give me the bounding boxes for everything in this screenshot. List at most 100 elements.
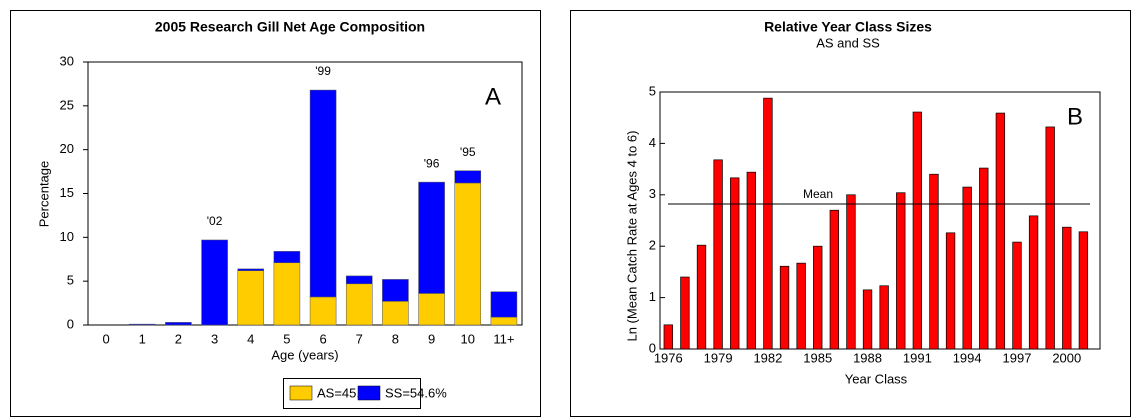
bar-segment [345,283,373,326]
x-tick-label: 9 [428,331,435,346]
bar [696,244,707,350]
legend-label: SS=54.6% [385,385,447,400]
bar [796,262,806,350]
x-tick-label: 1982 [753,350,782,365]
bar [945,232,956,350]
chart-title: Relative Year Class Sizes [764,19,932,35]
y-tick-label: 3 [649,186,656,201]
bar [879,285,889,350]
x-tick-label: 8 [392,331,399,346]
y-tick-label: 0 [649,340,656,355]
x-tick-label: 4 [247,331,254,346]
bar [896,192,906,350]
bar-segment [273,251,301,264]
bar-segment [418,181,445,294]
x-axis-label: Age (years) [271,347,338,362]
x-tick-label: 10 [461,331,475,346]
bar-segment [309,89,337,298]
bar [829,209,840,350]
x-tick-label: 5 [283,331,290,346]
panel-label: A [485,83,501,110]
bar [962,186,972,350]
x-tick-label: 1994 [953,350,982,365]
bar-segment [490,291,518,318]
y-tick-label: 5 [67,273,74,288]
bar [713,159,723,350]
bar [813,245,823,350]
annotation: '96 [424,156,440,170]
bar-segment [309,296,337,326]
bar-segment [345,275,373,285]
mean-label: Mean [803,187,833,201]
x-tick-label: 1991 [903,350,932,365]
x-tick-label: 3 [211,331,218,346]
x-tick-label: 1976 [654,350,683,365]
bar [763,97,773,350]
x-tick-label: 2 [175,331,182,346]
x-tick-label: 1997 [1003,350,1032,365]
y-tick-label: 5 [649,83,656,98]
x-tick-label: 7 [356,331,363,346]
panel-frame [10,10,541,417]
bar [1028,215,1039,350]
y-tick-label: 30 [60,53,74,68]
bar [779,265,790,350]
x-tick-label: 11+ [493,331,514,346]
bar [862,289,873,350]
bar-segment [490,316,518,326]
bar [846,194,856,350]
bar-segment [128,323,156,326]
bar-segment [382,279,409,302]
legend-swatch [357,385,381,401]
x-tick-label: 1985 [803,350,832,365]
y-tick-label: 2 [649,238,656,253]
bar [680,276,690,350]
x-tick-label: 1988 [853,350,882,365]
bar-segment [273,262,301,326]
bar [663,324,673,350]
bar [1062,226,1072,350]
y-axis-label: Percentage [36,161,51,228]
bar [995,112,1006,350]
annotation: '95 [460,145,476,159]
y-tick-label: 4 [649,135,656,150]
panel-frame [570,10,1131,417]
y-tick-label: 10 [60,229,74,244]
bar [746,171,756,350]
y-tick-label: 1 [649,289,656,304]
bar [730,177,740,350]
x-tick-label: 2000 [1052,350,1081,365]
bar-segment [418,293,445,326]
y-tick-label: 0 [67,316,74,331]
bar-segment [454,182,482,326]
bar [979,167,989,350]
bar-segment [201,239,228,326]
legend-swatch [289,385,313,401]
bar-segment [454,170,482,184]
x-tick-label: 6 [319,331,326,346]
chart-title: 2005 Research Gill Net Age Composition [155,19,425,35]
x-tick-label: 0 [102,331,109,346]
bar-segment [237,270,265,326]
y-tick-label: 25 [60,97,74,112]
bar-segment [165,322,192,326]
chart-subtitle: AS and SS [816,35,880,50]
bar-segment [237,268,265,271]
x-tick-label: 1979 [704,350,733,365]
bar [1012,241,1022,350]
y-tick-label: 20 [60,141,74,156]
x-tick-label: 1 [139,331,146,346]
annotation: '99 [315,64,331,78]
panel-label: B [1067,103,1083,130]
bar-segment [382,301,409,326]
bar [929,173,939,350]
y-axis-label: Ln (Mean Catch Rate at Ages 4 to 6) [624,130,639,341]
bar [1045,126,1055,350]
annotation: '02 [207,214,223,228]
bar [912,111,923,350]
y-tick-label: 15 [60,185,74,200]
legend-frame [283,378,421,409]
bar [1078,231,1089,350]
